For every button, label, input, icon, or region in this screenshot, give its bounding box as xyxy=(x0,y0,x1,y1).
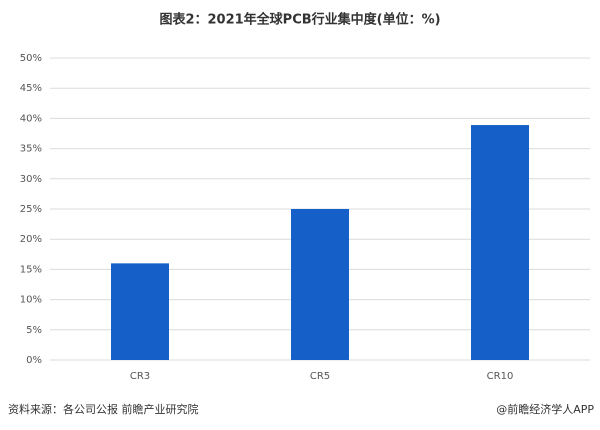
credit: @前瞻经济学人APP xyxy=(496,402,594,416)
y-tick-label: 25% xyxy=(20,204,42,215)
y-tick-label: 45% xyxy=(20,83,42,94)
y-tick-label: 0% xyxy=(26,355,42,366)
y-tick-label: 5% xyxy=(26,325,42,336)
y-tick-label: 40% xyxy=(20,113,42,124)
y-tick-label: 35% xyxy=(20,144,42,155)
x-tick-label: CR5 xyxy=(310,371,330,382)
y-tick-label: 20% xyxy=(20,234,42,245)
x-tick-label: CR10 xyxy=(487,371,514,382)
y-tick-label: 50% xyxy=(20,53,42,64)
y-tick-label: 15% xyxy=(20,264,42,275)
y-tick-label: 30% xyxy=(20,174,42,185)
source-note: 资料来源：各公司公报 前瞻产业研究院 xyxy=(8,402,199,416)
x-tick-label: CR3 xyxy=(130,371,150,382)
bar xyxy=(471,125,529,360)
chart-title: 图表2：2021年全球PCB行业集中度(单位：%) xyxy=(159,12,440,28)
bar xyxy=(111,263,169,360)
bar xyxy=(291,209,349,360)
y-tick-label: 10% xyxy=(20,295,42,306)
